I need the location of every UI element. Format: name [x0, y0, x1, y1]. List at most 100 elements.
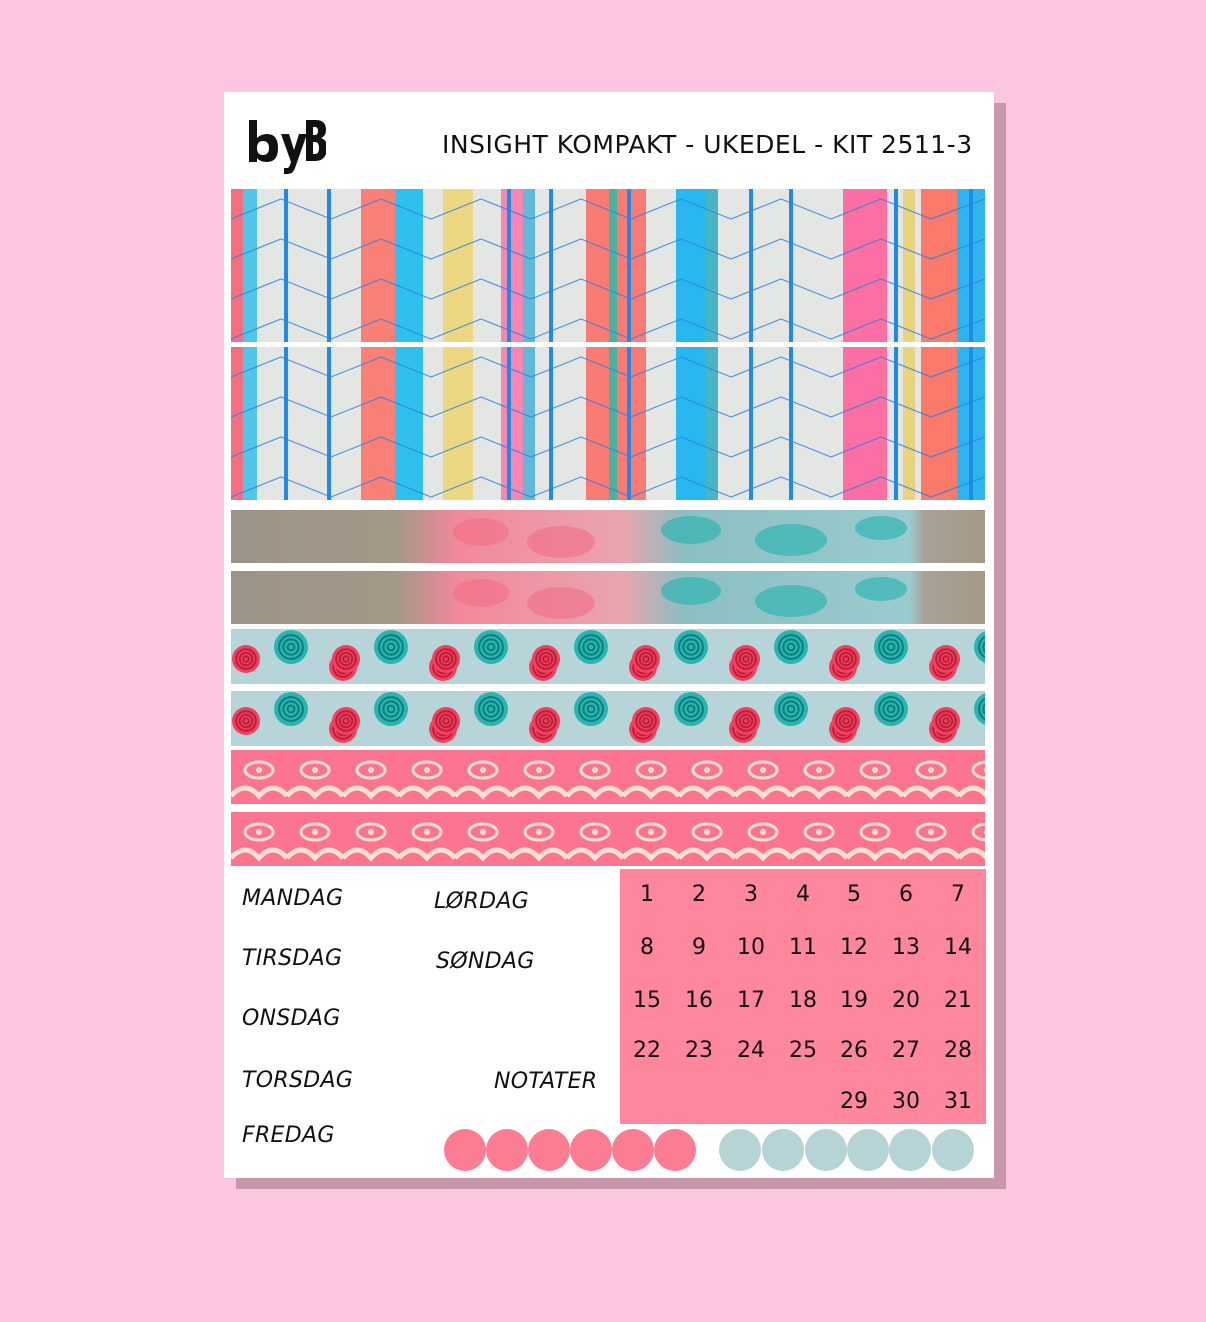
- damask-motif-icon: [677, 822, 737, 862]
- rose-icon: [332, 645, 360, 673]
- rose-icon: [732, 707, 760, 735]
- washi-strip-geometric-2[interactable]: [231, 347, 985, 500]
- rose-icon: [474, 630, 508, 664]
- rose-icon: [674, 692, 708, 726]
- damask-motif-icon: [845, 760, 905, 800]
- date-sticker[interactable]: 14: [944, 935, 972, 960]
- damask-motif-icon: [677, 760, 737, 800]
- rose-icon: [532, 645, 560, 673]
- date-sticker[interactable]: 23: [685, 1038, 713, 1063]
- rose-icon: [774, 630, 808, 664]
- date-sticker[interactable]: 22: [633, 1038, 661, 1063]
- rose-icon: [732, 645, 760, 673]
- date-sticker[interactable]: 21: [944, 988, 972, 1013]
- date-sticker[interactable]: 5: [847, 882, 861, 907]
- date-sticker[interactable]: 18: [789, 988, 817, 1013]
- sticker-thursday[interactable]: TORSDAG: [242, 1068, 354, 1093]
- damask-motif-icon: [231, 822, 289, 862]
- date-calendar: 1 2 3 4 5 6 7 8 9 10 11 12 13 14 15 16 1…: [620, 869, 986, 1124]
- sheet-title: INSIGHT KOMPAKT - UKEDEL - KIT 2511-3: [442, 130, 973, 159]
- sticker-notes[interactable]: NOTATER: [494, 1069, 598, 1094]
- rose-icon: [374, 630, 408, 664]
- pink-dot-sticker[interactable]: [528, 1129, 570, 1171]
- damask-motif-icon: [621, 760, 681, 800]
- damask-motif-icon: [789, 760, 849, 800]
- sticker-friday[interactable]: FREDAG: [242, 1123, 335, 1148]
- rose-icon: [974, 631, 985, 663]
- blue-dot-sticker[interactable]: [762, 1129, 804, 1171]
- date-sticker[interactable]: 31: [944, 1089, 972, 1114]
- blue-dot-sticker[interactable]: [889, 1129, 931, 1171]
- date-sticker[interactable]: 28: [944, 1038, 972, 1063]
- date-sticker[interactable]: 9: [692, 935, 706, 960]
- date-sticker[interactable]: 4: [796, 882, 810, 907]
- damask-motif-icon: [341, 822, 401, 862]
- pink-dot-sticker[interactable]: [444, 1129, 486, 1171]
- rose-icon: [332, 707, 360, 735]
- date-sticker[interactable]: 24: [737, 1038, 765, 1063]
- date-sticker[interactable]: 17: [737, 988, 765, 1013]
- date-sticker[interactable]: 30: [892, 1089, 920, 1114]
- pink-dot-sticker[interactable]: [654, 1129, 696, 1171]
- rose-icon: [932, 707, 960, 735]
- damask-motif-icon: [621, 822, 681, 862]
- washi-strip-butterfly-1[interactable]: [231, 510, 985, 563]
- blue-dot-sticker[interactable]: [719, 1129, 761, 1171]
- date-sticker[interactable]: 7: [951, 882, 965, 907]
- blue-dot-sticker[interactable]: [805, 1129, 847, 1171]
- washi-strip-damask-1[interactable]: [231, 750, 985, 804]
- sticker-tuesday[interactable]: TIRSDAG: [242, 946, 343, 971]
- date-sticker[interactable]: 25: [789, 1038, 817, 1063]
- washi-strip-roses-1[interactable]: [231, 629, 985, 684]
- damask-motif-icon: [565, 822, 625, 862]
- damask-motif-icon: [901, 822, 961, 862]
- date-sticker[interactable]: 27: [892, 1038, 920, 1063]
- pink-dot-sticker[interactable]: [570, 1129, 612, 1171]
- rose-icon: [832, 645, 860, 673]
- date-sticker[interactable]: 13: [892, 935, 920, 960]
- rose-icon: [232, 707, 260, 735]
- date-sticker[interactable]: 3: [744, 882, 758, 907]
- sticker-sunday[interactable]: SØNDAG: [436, 949, 535, 974]
- rose-icon: [274, 630, 308, 664]
- damask-motif-icon: [285, 822, 345, 862]
- date-sticker[interactable]: 20: [892, 988, 920, 1013]
- damask-motif-icon: [565, 760, 625, 800]
- date-sticker[interactable]: 15: [633, 988, 661, 1013]
- date-sticker[interactable]: 10: [737, 935, 765, 960]
- damask-motif-icon: [453, 822, 513, 862]
- washi-strip-roses-2[interactable]: [231, 691, 985, 746]
- blue-dot-sticker[interactable]: [932, 1129, 974, 1171]
- damask-motif-icon: [845, 822, 905, 862]
- date-sticker[interactable]: 8: [640, 935, 654, 960]
- sticker-monday[interactable]: MANDAG: [242, 886, 344, 911]
- date-sticker[interactable]: 29: [840, 1089, 868, 1114]
- sticker-sheet: INSIGHT KOMPAKT - UKEDEL - KIT 2511-3: [224, 92, 994, 1178]
- damask-motif-icon: [341, 760, 401, 800]
- date-sticker[interactable]: 16: [685, 988, 713, 1013]
- sticker-saturday[interactable]: LØRDAG: [434, 889, 530, 914]
- damask-motif-icon: [957, 760, 985, 798]
- rose-icon: [474, 692, 508, 726]
- pink-dot-sticker[interactable]: [612, 1129, 654, 1171]
- date-sticker[interactable]: 11: [789, 935, 817, 960]
- date-sticker[interactable]: 6: [899, 882, 913, 907]
- rose-icon: [432, 707, 460, 735]
- pink-dot-sticker[interactable]: [486, 1129, 528, 1171]
- washi-strip-damask-2[interactable]: [231, 812, 985, 866]
- damask-motif-icon: [397, 760, 457, 800]
- rose-icon: [232, 645, 260, 673]
- date-sticker[interactable]: 26: [840, 1038, 868, 1063]
- rose-icon: [674, 630, 708, 664]
- washi-strip-butterfly-2[interactable]: [231, 571, 985, 624]
- date-sticker[interactable]: 19: [840, 988, 868, 1013]
- sticker-wednesday[interactable]: ONSDAG: [242, 1006, 341, 1031]
- damask-motif-icon: [231, 760, 289, 800]
- date-sticker[interactable]: 2: [692, 882, 706, 907]
- blue-dot-sticker[interactable]: [847, 1129, 889, 1171]
- rose-icon: [632, 707, 660, 735]
- date-sticker[interactable]: 12: [840, 935, 868, 960]
- rose-icon: [874, 630, 908, 664]
- date-sticker[interactable]: 1: [640, 882, 654, 907]
- washi-strip-geometric-1[interactable]: [231, 189, 985, 342]
